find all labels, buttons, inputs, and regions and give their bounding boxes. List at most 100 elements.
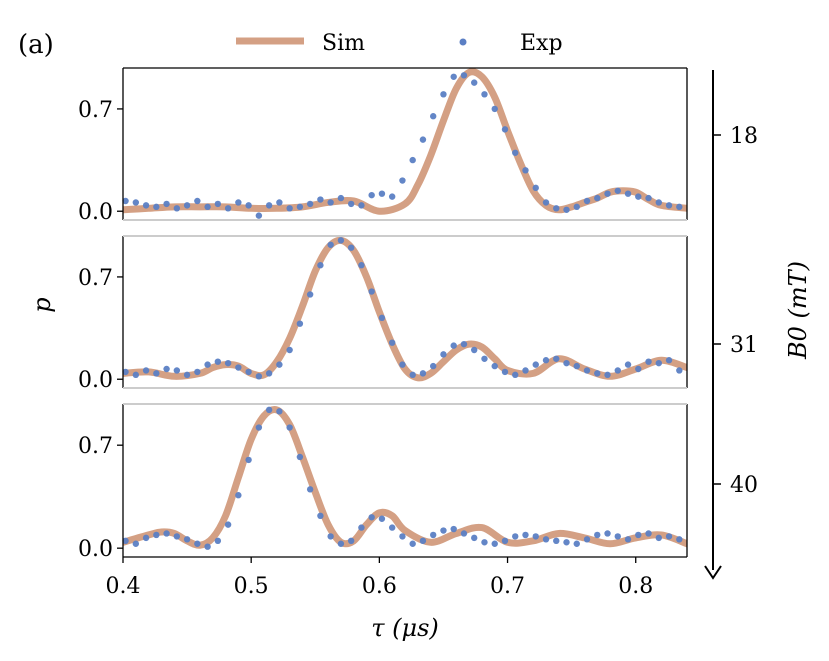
exp-point <box>388 339 396 346</box>
exp-point <box>183 536 191 543</box>
exp-point <box>409 540 416 547</box>
exp-point <box>286 424 293 431</box>
exp-point <box>224 205 232 212</box>
exp-point <box>450 525 457 533</box>
exp-point <box>573 203 580 211</box>
exp-point <box>358 202 365 209</box>
x-axis-label: τ (μs) <box>371 614 439 642</box>
exp-point <box>337 540 345 547</box>
b0-axis: 18 31 40 <box>704 70 758 580</box>
exp-point <box>409 156 416 164</box>
exp-point <box>235 199 242 206</box>
exp-point <box>553 355 560 362</box>
exp-point <box>317 262 324 269</box>
b0-tick-label: 31 <box>730 333 758 358</box>
y-tick-label: 0.0 <box>78 368 113 393</box>
exp-point <box>665 357 673 364</box>
exp-point <box>501 368 509 376</box>
exp-point <box>512 371 519 379</box>
exp-point <box>573 540 580 547</box>
exp-point <box>358 262 365 269</box>
exp-point <box>276 361 283 368</box>
exp-point <box>430 362 437 370</box>
exp-point <box>563 359 570 367</box>
exp-point <box>224 359 232 367</box>
exp-point <box>542 536 550 543</box>
exp-point <box>347 537 355 545</box>
exp-point <box>419 537 427 545</box>
exp-point <box>399 177 406 184</box>
exp-point <box>440 527 447 534</box>
exp-point <box>347 200 355 208</box>
exp-point <box>153 203 160 211</box>
legend: Sim Exp <box>236 31 563 56</box>
x-tick-label: 0.6 <box>362 574 397 599</box>
legend-exp-swatch <box>459 38 467 46</box>
exp-point <box>245 456 252 464</box>
exp-point <box>235 364 242 371</box>
exp-point <box>368 191 375 199</box>
exp-point <box>214 358 222 365</box>
exp-point <box>306 291 314 298</box>
exp-point <box>327 241 334 248</box>
exp-point <box>635 193 642 200</box>
exp-point <box>481 355 488 362</box>
exp-point <box>183 371 191 379</box>
exp-point <box>296 453 304 461</box>
exp-point <box>265 202 273 209</box>
exp-point <box>532 184 539 192</box>
exp-point <box>542 199 550 206</box>
exp-point <box>430 113 437 120</box>
y-axis-label: p <box>28 297 56 312</box>
exp-point <box>409 371 416 379</box>
exp-point <box>337 194 345 202</box>
exp-point <box>132 199 140 206</box>
exp-point <box>337 237 345 244</box>
exp-point <box>245 368 252 376</box>
exp-point <box>491 105 498 113</box>
sim-curve-panel-3 <box>123 405 687 549</box>
exp-point <box>604 190 611 197</box>
sim-curve-panel-1 <box>123 68 687 215</box>
exp-point <box>142 202 150 209</box>
y-tick-label: 0.7 <box>78 434 113 459</box>
exp-point <box>142 367 150 374</box>
exp-point <box>214 537 222 545</box>
exp-point <box>204 203 211 211</box>
exp-point <box>635 531 642 539</box>
exp-point <box>327 199 334 206</box>
exp-point <box>265 370 273 377</box>
exp-point <box>194 368 201 376</box>
exp-point <box>481 91 488 98</box>
exp-point <box>276 408 283 415</box>
exp-point <box>399 361 406 368</box>
exp-point <box>153 370 160 377</box>
exp-point <box>286 205 293 212</box>
exp-point <box>306 486 314 493</box>
y-tick-label: 0.0 <box>78 537 113 562</box>
exp-point <box>419 370 427 377</box>
exp-point <box>665 533 673 540</box>
x-tick-label: 0.4 <box>106 574 141 599</box>
exp-point <box>245 202 252 209</box>
exp-point <box>532 361 539 368</box>
exp-point <box>471 534 478 542</box>
exp-point <box>645 194 652 202</box>
exp-point <box>132 540 140 547</box>
exp-point <box>358 524 365 531</box>
exp-point <box>173 367 181 374</box>
b0-tick-label: 18 <box>730 124 758 149</box>
exp-point <box>553 537 560 545</box>
exp-point <box>163 530 170 537</box>
exp-point <box>645 358 652 365</box>
exp-point <box>388 193 396 200</box>
exp-point <box>583 536 591 543</box>
exp-point <box>624 536 632 543</box>
exp-point <box>614 533 621 540</box>
exp-point <box>440 91 447 98</box>
exp-point <box>399 533 406 540</box>
exp-point <box>501 537 509 545</box>
exp-point <box>183 202 191 209</box>
exp-point <box>153 531 160 539</box>
